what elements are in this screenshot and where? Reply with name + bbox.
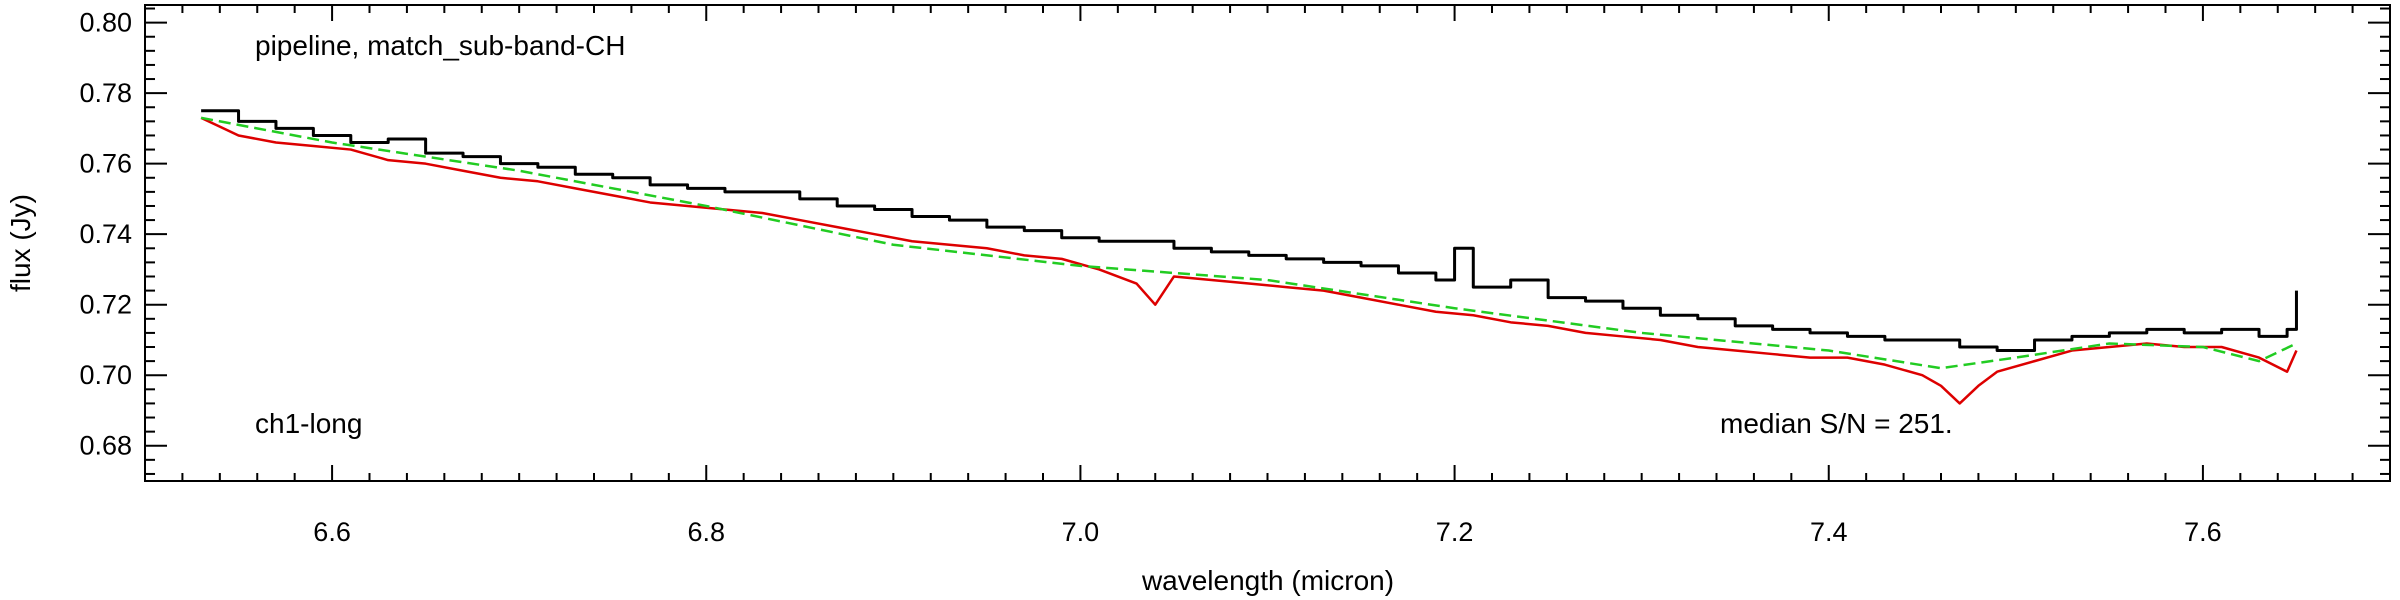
y-tick-label: 0.72 xyxy=(79,290,132,320)
x-tick-label: 7.4 xyxy=(1810,517,1848,547)
x-tick-label: 7.6 xyxy=(2184,517,2222,547)
annotation-bottom-right: median S/N = 251. xyxy=(1720,408,1953,439)
x-tick-label: 7.0 xyxy=(1062,517,1100,547)
annotation-top-left: pipeline, match_sub-band-CH xyxy=(255,30,625,61)
y-tick-label: 0.78 xyxy=(79,78,132,108)
y-tick-label: 0.68 xyxy=(79,431,132,461)
x-tick-label: 7.2 xyxy=(1436,517,1474,547)
x-tick-label: 6.8 xyxy=(687,517,725,547)
y-tick-label: 0.74 xyxy=(79,219,132,249)
y-tick-label: 0.76 xyxy=(79,149,132,179)
y-axis-label: flux (Jy) xyxy=(5,194,36,292)
x-tick-label: 6.6 xyxy=(313,517,351,547)
x-axis-label: wavelength (micron) xyxy=(1141,565,1394,596)
axis-ticks xyxy=(145,5,2390,481)
annotation-bottom-left: ch1-long xyxy=(255,408,362,439)
y-tick-label: 0.80 xyxy=(79,8,132,38)
series-1-line xyxy=(200,116,2298,405)
series-2-line xyxy=(200,116,2297,370)
tick-labels: 6.6 6.8 7.0 7.2 7.4 7.6 0.68 0.70 0.72 0.74 0.76 0.… xyxy=(79,8,2221,547)
series-0-line xyxy=(201,109,2298,353)
y-tick-label: 0.70 xyxy=(79,360,132,390)
series-layer xyxy=(200,109,2298,405)
plot-frame xyxy=(144,4,2391,482)
